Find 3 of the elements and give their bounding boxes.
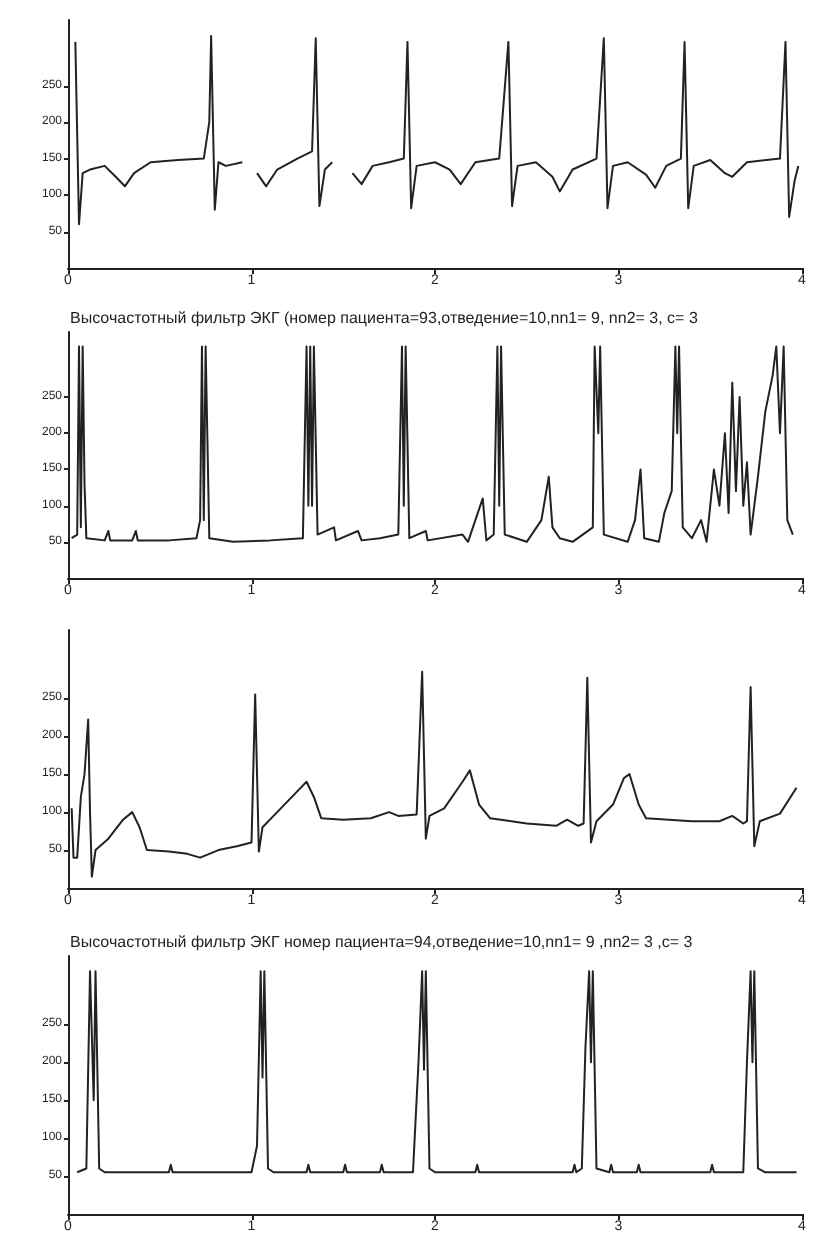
- line-series: [76, 970, 798, 1174]
- chart-title: Высочастотный фильтр ЭКГ номер пациента=94,отведение=10,nn1= 9 ,nn2= 3 ,c= 3: [70, 933, 694, 951]
- chart-title: Высочастотный фильтр ЭКГ (номер пациента=93,отведение=10,nn1= 9, nn2= 3, c= 3: [70, 309, 699, 327]
